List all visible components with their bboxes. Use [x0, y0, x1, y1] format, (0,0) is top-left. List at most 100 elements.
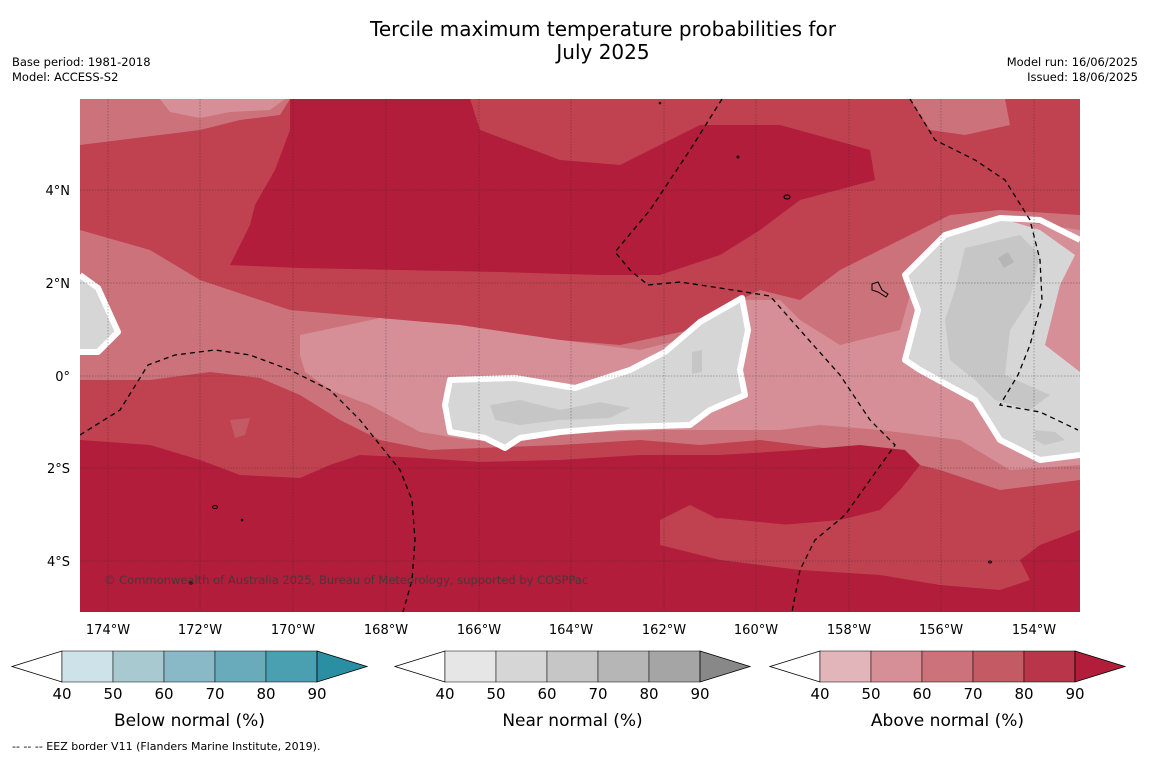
colorbar-extend-low: [768, 650, 821, 683]
lat-label: 2°S: [47, 462, 70, 477]
title-line-2: July 2025: [556, 40, 650, 64]
lon-label: 154°W: [1012, 623, 1056, 638]
colorbar-tick-label: 40: [435, 685, 454, 703]
issued-date: Issued: 18/06/2025: [1027, 70, 1138, 84]
probability-map: © Commonwealth of Australia 2025, Bureau…: [10, 99, 1127, 731]
colorbar-tick-label: 60: [912, 685, 931, 703]
field-above-60-ne: [910, 99, 1010, 135]
lat-label: 2°N: [46, 277, 71, 292]
colorbar-tick-label: 90: [690, 685, 709, 703]
colorbar-above-normal: 40 50 60 70 80 90 Above normal (%): [768, 650, 1127, 731]
field-near-east-60: [945, 235, 1050, 410]
colorbar-segment: [265, 650, 318, 683]
field-above-90-north: [230, 99, 875, 275]
colorbar-segment: [972, 650, 1025, 683]
colorbar-extend-high: [316, 650, 369, 683]
colorbar-tick-label: 60: [537, 685, 556, 703]
title-line-1: Tercile maximum temperature probabilitie…: [370, 17, 836, 41]
field-near-central-60: [490, 400, 630, 425]
field-near-central-60b: [692, 350, 702, 374]
colorbar-tick-label: 40: [810, 685, 829, 703]
model-info: Base period: 1981-2018 Model: ACCESS-S2: [12, 55, 151, 85]
colorbar-tick-label: 70: [963, 685, 982, 703]
colorbar-segment: [495, 650, 548, 683]
colorbar-segment: [819, 650, 872, 683]
colorbar-tick-label: 50: [486, 685, 505, 703]
colorbar-near-normal: 40 50 60 70 80 90 Near normal (%): [393, 650, 752, 731]
field-above-80-south: [80, 392, 320, 470]
eez-border: [909, 99, 1079, 431]
island: [240, 518, 244, 522]
colorbar-below-normal: 40 50 60 70 80 90 Below normal (%): [10, 650, 369, 731]
island: [658, 101, 662, 105]
colorbar-segment: [921, 650, 974, 683]
island: [189, 581, 193, 585]
eez-borders: [80, 99, 1079, 612]
lon-label: 174°W: [86, 623, 130, 638]
lon-label: 156°W: [919, 623, 963, 638]
colorbar-label: Above normal (%): [871, 711, 1024, 731]
field-near-east-60b: [1035, 430, 1065, 445]
lat-label: 4°N: [46, 184, 71, 199]
longitude-labels: 174°W 172°W 170°W 168°W 166°W 164°W 162°…: [86, 623, 1056, 638]
colorbar-segment: [112, 650, 165, 683]
island: [736, 155, 740, 159]
contour-50-outlines: [80, 215, 1080, 463]
colorbar-tick-label: 70: [588, 685, 607, 703]
colorbar-extend-low: [393, 650, 446, 683]
field-above-70-sw: [230, 418, 250, 438]
colorbar-tick-label: 80: [639, 685, 658, 703]
model-run-date: Model run: 16/06/2025: [1006, 55, 1138, 69]
field-above-90-south: [80, 440, 1080, 612]
eez-border: [614, 99, 896, 612]
probability-field: [80, 99, 1080, 612]
graticule: [80, 99, 1080, 612]
colorbar-tick-label: 40: [52, 685, 71, 703]
colorbar-segment: [214, 650, 267, 683]
colorbar-segment: [61, 650, 114, 683]
island: [871, 281, 889, 298]
colorbar-tick-label: 50: [861, 685, 880, 703]
colorbar-tick-label: 60: [154, 685, 173, 703]
field-near-west: [80, 275, 118, 352]
colorbar-tick-label: 70: [205, 685, 224, 703]
colorbar-segment: [546, 650, 599, 683]
lon-label: 158°W: [827, 623, 871, 638]
colorbar-label: Near normal (%): [502, 711, 642, 731]
lon-label: 160°W: [734, 623, 778, 638]
field-near-east-70: [998, 252, 1014, 268]
field-above-80-se2: [660, 518, 860, 552]
field-above-50-north: [160, 99, 285, 118]
colorbar-tick-label: 90: [1065, 685, 1084, 703]
lat-label: 0°: [55, 370, 70, 385]
lon-label: 162°W: [642, 623, 686, 638]
colorbar-extend-low: [10, 650, 63, 683]
eez-border: [80, 349, 416, 612]
colorbar-segment: [1023, 650, 1076, 683]
colorbar-extend-high: [1074, 650, 1127, 683]
lon-label: 166°W: [457, 623, 501, 638]
colorbar-tick-label: 90: [307, 685, 326, 703]
map-title: Tercile maximum temperature probabilitie…: [0, 18, 1150, 64]
colorbar-tick-label: 80: [1014, 685, 1033, 703]
colorbar-tick-label: 50: [103, 685, 122, 703]
colorbar-segment: [444, 650, 497, 683]
lon-label: 168°W: [364, 623, 408, 638]
island: [212, 505, 218, 509]
colorbar-label: Below normal (%): [114, 711, 265, 731]
lon-label: 172°W: [178, 623, 222, 638]
contour-east: [902, 215, 1080, 463]
lon-label: 164°W: [549, 623, 593, 638]
colorbar-tick-label: 80: [256, 685, 275, 703]
colorbar-segment: [648, 650, 701, 683]
colorbar-segment: [597, 650, 650, 683]
model-name: Model: ACCESS-S2: [12, 70, 119, 84]
base-period: Base period: 1981-2018: [12, 55, 151, 69]
copyright-notice: © Commonwealth of Australia 2025, Bureau…: [104, 573, 588, 587]
lon-label: 170°W: [271, 623, 315, 638]
colorbar-segment: [870, 650, 923, 683]
islands: [189, 101, 992, 585]
latitude-labels: 4°N 2°N 0° 2°S 4°S: [46, 184, 71, 570]
lat-label: 4°S: [47, 555, 70, 570]
colorbar-extend-high: [699, 650, 752, 683]
